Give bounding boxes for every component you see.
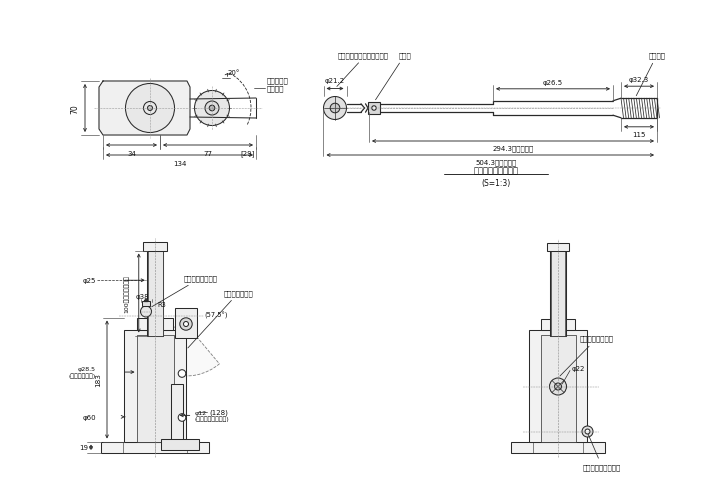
Bar — [147, 251, 163, 336]
Circle shape — [195, 91, 229, 126]
Text: 115: 115 — [633, 132, 645, 137]
Text: (S=1:3): (S=1:3) — [481, 179, 510, 188]
Circle shape — [205, 102, 219, 116]
Bar — [161, 439, 199, 450]
Circle shape — [178, 370, 186, 377]
Text: (57.5°): (57.5°) — [204, 311, 227, 318]
Circle shape — [180, 318, 192, 331]
Bar — [148, 243, 163, 336]
Circle shape — [582, 426, 593, 437]
Bar — [547, 243, 569, 251]
Text: 19: 19 — [80, 444, 89, 450]
Bar — [541, 319, 575, 330]
Text: 操作レバー差込口: 操作レバー差込口 — [560, 335, 614, 376]
Bar — [101, 442, 209, 453]
Circle shape — [183, 322, 188, 327]
Text: オイルフィリング: オイルフィリング — [152, 275, 218, 307]
Text: 183: 183 — [95, 373, 101, 386]
Text: φ26.5: φ26.5 — [543, 80, 563, 85]
Bar — [124, 330, 186, 442]
Text: ストッパ: ストッパ — [636, 52, 665, 96]
Circle shape — [126, 84, 175, 133]
Text: 70: 70 — [70, 104, 80, 114]
Text: 294.3（最縮長）: 294.3（最縮長） — [492, 145, 534, 152]
Text: リリーズスクリュウ: リリーズスクリュウ — [583, 434, 621, 470]
Circle shape — [209, 106, 215, 111]
Circle shape — [148, 106, 153, 111]
Text: 20°: 20° — [228, 70, 240, 76]
Text: 伸縮式: 伸縮式 — [376, 52, 411, 101]
Bar — [136, 335, 173, 442]
Bar — [550, 251, 566, 336]
Text: [29]: [29] — [241, 150, 255, 157]
Bar — [551, 243, 564, 336]
Circle shape — [324, 97, 346, 120]
Bar — [511, 442, 605, 453]
Text: φ28.5
(シリンダ内径): φ28.5 (シリンダ内径) — [69, 367, 96, 378]
Text: R3: R3 — [158, 301, 166, 307]
Text: φ60: φ60 — [82, 414, 96, 420]
Text: φ22: φ22 — [572, 366, 585, 372]
Text: 504.3（最伸長）: 504.3（最伸長） — [476, 159, 517, 166]
Text: 操作レバー
回転方向: 操作レバー 回転方向 — [267, 78, 289, 92]
Text: 100（ストローク）: 100（ストローク） — [124, 275, 129, 312]
Text: 専用操作レバー詳細: 専用操作レバー詳細 — [474, 166, 518, 175]
Circle shape — [178, 414, 186, 421]
Circle shape — [141, 306, 151, 317]
Wedge shape — [136, 324, 219, 376]
Circle shape — [372, 107, 376, 111]
Text: φ32.3: φ32.3 — [629, 77, 649, 83]
Circle shape — [550, 378, 567, 395]
Circle shape — [555, 383, 562, 390]
Text: リリーズスクリュウ差込口: リリーズスクリュウ差込口 — [337, 52, 388, 87]
Text: φ38: φ38 — [135, 293, 149, 300]
Bar — [540, 335, 576, 442]
Bar — [171, 384, 182, 442]
Bar — [143, 242, 167, 251]
Text: (128): (128) — [209, 408, 228, 415]
Circle shape — [330, 104, 340, 114]
Text: φ21.2: φ21.2 — [325, 78, 345, 84]
Bar — [529, 330, 587, 442]
Text: φ12
(ポンプピストン径): φ12 (ポンプピストン径) — [195, 410, 229, 421]
Bar — [368, 103, 380, 115]
Bar — [175, 308, 197, 338]
Text: φ25: φ25 — [82, 277, 96, 284]
Text: 34: 34 — [127, 151, 136, 156]
Polygon shape — [99, 82, 190, 136]
Text: レバーソケット: レバーソケット — [188, 289, 253, 348]
Text: 134: 134 — [173, 161, 186, 167]
Circle shape — [585, 429, 590, 434]
Bar — [137, 318, 173, 330]
Text: 77: 77 — [204, 151, 212, 156]
Bar — [142, 301, 150, 306]
